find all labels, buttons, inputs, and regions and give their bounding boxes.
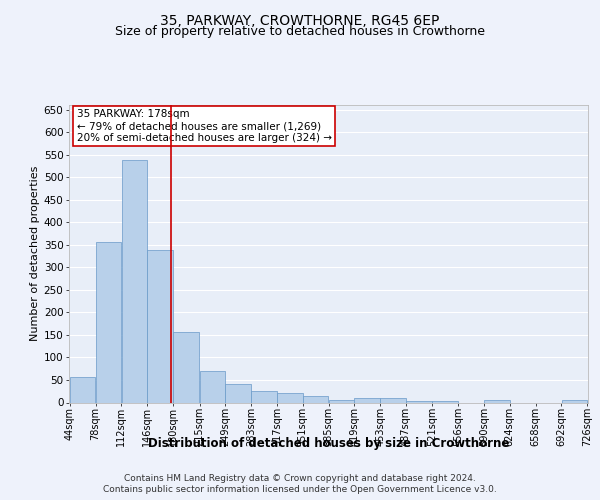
Text: 35 PARKWAY: 178sqm
← 79% of detached houses are smaller (1,269)
20% of semi-deta: 35 PARKWAY: 178sqm ← 79% of detached hou… (77, 110, 332, 142)
Bar (70, 377, 95, 402)
Text: Size of property relative to detached houses in Crowthorne: Size of property relative to detached ho… (115, 25, 485, 38)
Bar (380, 398, 406, 402)
Bar (96, 242, 121, 402)
Bar (355, 398, 380, 402)
Text: Contains public sector information licensed under the Open Government Licence v3: Contains public sector information licen… (103, 485, 497, 494)
Bar (122, 160, 147, 402)
Bar (406, 401, 431, 402)
Bar (562, 400, 587, 402)
Bar (148, 250, 173, 402)
Text: Distribution of detached houses by size in Crowthorne: Distribution of detached houses by size … (148, 438, 509, 450)
Bar (251, 391, 277, 402)
Text: 35, PARKWAY, CROWTHORNE, RG45 6EP: 35, PARKWAY, CROWTHORNE, RG45 6EP (160, 14, 440, 28)
Y-axis label: Number of detached properties: Number of detached properties (29, 166, 40, 342)
Bar (173, 332, 199, 402)
Bar (484, 400, 509, 402)
Bar (329, 400, 354, 402)
Text: Contains HM Land Registry data © Crown copyright and database right 2024.: Contains HM Land Registry data © Crown c… (124, 474, 476, 483)
Bar (200, 372, 225, 402)
Bar (226, 384, 251, 402)
Bar (432, 401, 458, 402)
Bar (303, 396, 328, 402)
Bar (277, 392, 302, 402)
